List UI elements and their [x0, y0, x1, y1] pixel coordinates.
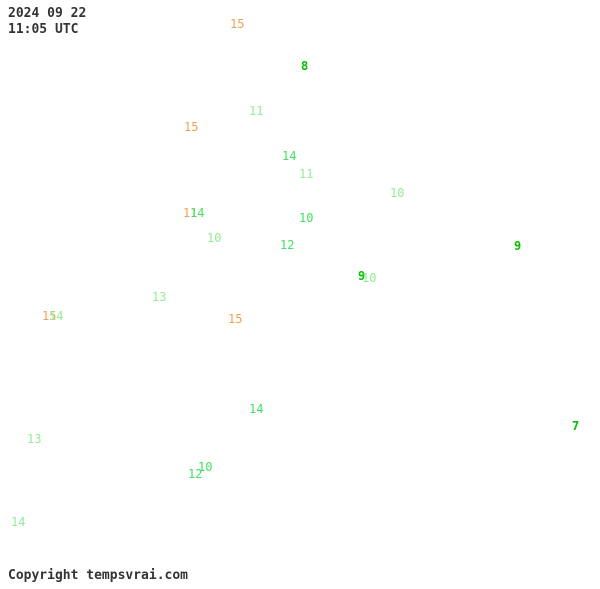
data-point: 10: [390, 187, 404, 199]
data-point: 7: [572, 420, 579, 432]
data-point: 10: [362, 272, 376, 284]
data-point: 9: [514, 240, 521, 252]
date-text: 2024 09 22: [8, 6, 86, 22]
timestamp-header: 2024 09 22 11:05 UTC: [8, 6, 86, 37]
data-point: 10: [299, 212, 313, 224]
data-point: 14: [282, 150, 296, 162]
data-point: 11: [249, 105, 263, 117]
data-point: 11: [299, 168, 313, 180]
data-point: 10: [207, 232, 221, 244]
data-point: 12: [280, 239, 294, 251]
data-point: 13: [152, 291, 166, 303]
data-point: 15: [184, 121, 198, 133]
time-text: 11:05 UTC: [8, 22, 86, 38]
data-point: 13: [27, 433, 41, 445]
data-point: 15: [228, 313, 242, 325]
data-point: 14: [49, 310, 63, 322]
data-point: 15: [230, 18, 244, 30]
copyright-text: Copyright tempsvrai.com: [8, 568, 188, 583]
data-point: 14: [11, 516, 25, 528]
data-point: 14: [190, 207, 204, 219]
copyright-footer: Copyright tempsvrai.com: [8, 568, 188, 583]
data-point: 12: [188, 468, 202, 480]
data-point: 14: [249, 403, 263, 415]
data-point: 8: [301, 60, 308, 72]
